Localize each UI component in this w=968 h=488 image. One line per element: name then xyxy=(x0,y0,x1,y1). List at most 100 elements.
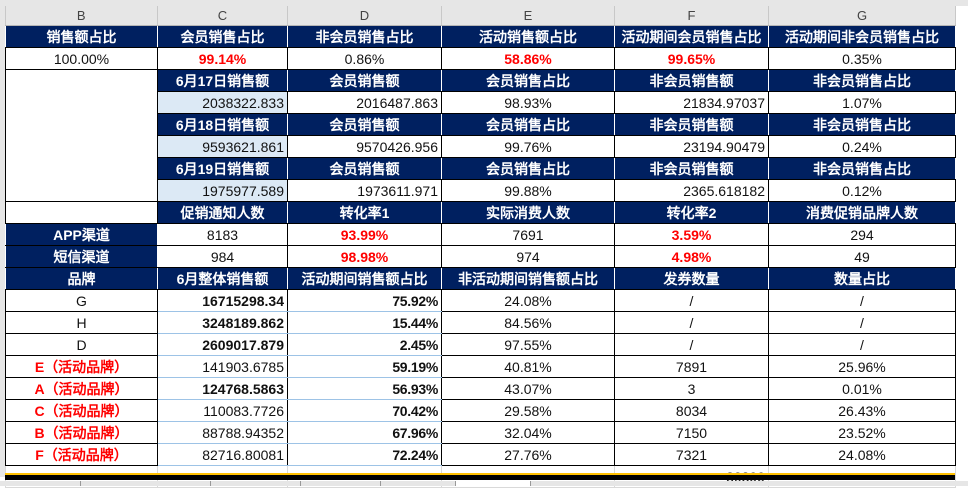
header-cell[interactable]: 非会员销售占比 xyxy=(287,25,442,48)
column-header[interactable]: E xyxy=(441,6,615,26)
brand-sales[interactable]: 3248189.862 xyxy=(157,311,288,334)
summary-value[interactable]: 99.65% xyxy=(614,47,769,70)
header-cell[interactable]: 非会员销售额 xyxy=(614,113,769,136)
brand-name[interactable]: C（活动品牌） xyxy=(5,399,158,422)
activity-pct[interactable]: 75.92% xyxy=(287,289,442,312)
channel-name[interactable]: 短信渠道 xyxy=(5,245,158,268)
header-cell[interactable]: 发券数量 xyxy=(614,267,769,290)
header-cell[interactable]: 数量占比 xyxy=(768,267,956,290)
header-cell[interactable]: 6月整体销售额 xyxy=(157,267,288,290)
activity-pct[interactable]: 59.19% xyxy=(287,355,442,378)
sheet-tab[interactable] xyxy=(210,481,301,486)
member-sales[interactable]: 1973611.971 xyxy=(287,179,442,202)
sheet-tab[interactable] xyxy=(300,481,381,486)
coupon-pct[interactable]: 23.52% xyxy=(768,421,956,444)
channel-value[interactable]: 974 xyxy=(441,245,615,268)
coupon-count[interactable]: 3 xyxy=(614,377,769,400)
column-header[interactable]: D xyxy=(287,6,442,26)
non-activity-pct[interactable]: 32.04% xyxy=(441,421,615,444)
brand-name[interactable]: G xyxy=(5,289,158,312)
brand-sales[interactable]: 124768.5863 xyxy=(157,377,288,400)
header-cell[interactable]: 促销通知人数 xyxy=(157,201,288,224)
brand-name[interactable]: F（活动品牌） xyxy=(5,443,158,466)
channel-value[interactable]: 984 xyxy=(157,245,288,268)
header-cell[interactable]: 消费促销品牌人数 xyxy=(768,201,956,224)
coupon-count[interactable]: 7321 xyxy=(614,443,769,466)
header-cell[interactable]: 实际消费人数 xyxy=(441,201,615,224)
header-cell[interactable]: 会员销售占比 xyxy=(441,157,615,180)
header-cell[interactable]: 非活动期间销售额占比 xyxy=(441,267,615,290)
sheet-tab-active[interactable] xyxy=(455,481,531,486)
channel-value[interactable]: 49 xyxy=(768,245,956,268)
activity-pct[interactable]: 15.44% xyxy=(287,311,442,334)
header-cell[interactable]: 会员销售占比 xyxy=(441,69,615,92)
activity-pct[interactable]: 56.93% xyxy=(287,377,442,400)
channel-value[interactable]: 8183 xyxy=(157,223,288,246)
brand-sales[interactable]: 2609017.879 xyxy=(157,333,288,356)
sheet-tab[interactable] xyxy=(530,481,596,486)
nonmember-sales[interactable]: 2365.618182 xyxy=(614,179,769,202)
date-sales-label[interactable]: 6月17日销售额 xyxy=(157,69,288,92)
date-sales-label[interactable]: 6月18日销售额 xyxy=(157,113,288,136)
member-pct[interactable]: 99.88% xyxy=(441,179,615,202)
daily-total[interactable]: 2038322.833 xyxy=(157,91,288,114)
channel-value[interactable]: 7691 xyxy=(441,223,615,246)
header-cell[interactable]: 活动期间会员销售占比 xyxy=(614,25,769,48)
header-cell[interactable]: 会员销售占比 xyxy=(441,113,615,136)
brand-sales[interactable]: 141903.6785 xyxy=(157,355,288,378)
channel-name[interactable]: APP渠道 xyxy=(5,223,158,246)
coupon-pct[interactable]: 24.08% xyxy=(768,443,956,466)
sheet-tab[interactable] xyxy=(80,481,211,486)
header-cell[interactable]: 会员销售占比 xyxy=(157,25,288,48)
member-sales[interactable]: 9570426.956 xyxy=(287,135,442,158)
daily-total[interactable]: 1975977.589 xyxy=(157,179,288,202)
activity-pct[interactable]: 70.42% xyxy=(287,399,442,422)
header-cell[interactable]: 非会员销售占比 xyxy=(768,157,956,180)
non-activity-pct[interactable]: 97.55% xyxy=(441,333,615,356)
column-header[interactable]: B xyxy=(5,6,158,26)
date-sales-label[interactable]: 6月19日销售额 xyxy=(157,157,288,180)
non-activity-pct[interactable]: 84.56% xyxy=(441,311,615,334)
summary-value[interactable]: 0.35% xyxy=(768,47,956,70)
header-cell[interactable]: 活动销售额占比 xyxy=(441,25,615,48)
brand-sales[interactable]: 88788.94352 xyxy=(157,421,288,444)
non-activity-pct[interactable]: 29.58% xyxy=(441,399,615,422)
non-activity-pct[interactable]: 24.08% xyxy=(441,289,615,312)
column-header[interactable]: C xyxy=(157,6,288,26)
brand-name[interactable]: E（活动品牌） xyxy=(5,355,158,378)
non-activity-pct[interactable]: 27.76% xyxy=(441,443,615,466)
brand-sales[interactable]: 110083.7726 xyxy=(157,399,288,422)
member-sales[interactable]: 2016487.863 xyxy=(287,91,442,114)
header-cell[interactable]: 会员销售额 xyxy=(287,113,442,136)
header-cell[interactable]: 非会员销售占比 xyxy=(768,69,956,92)
brand-sales[interactable]: 16715298.34 xyxy=(157,289,288,312)
sheet-tab[interactable] xyxy=(380,481,456,486)
coupon-pct[interactable]: 25.96% xyxy=(768,355,956,378)
non-activity-pct[interactable]: 43.07% xyxy=(441,377,615,400)
summary-value[interactable]: 58.86% xyxy=(441,47,615,70)
column-header[interactable]: G xyxy=(768,6,956,26)
header-cell[interactable]: 活动期间非会员销售占比 xyxy=(768,25,956,48)
coupon-pct[interactable]: 26.43% xyxy=(768,399,956,422)
brand-sales[interactable]: 82716.80081 xyxy=(157,443,288,466)
nonmember-pct[interactable]: 0.12% xyxy=(768,179,956,202)
activity-pct[interactable]: 67.96% xyxy=(287,421,442,444)
brand-name[interactable]: A（活动品牌） xyxy=(5,377,158,400)
header-cell[interactable]: 会员销售额 xyxy=(287,69,442,92)
member-pct[interactable]: 99.76% xyxy=(441,135,615,158)
member-pct[interactable]: 98.93% xyxy=(441,91,615,114)
coupon-count[interactable]: 8034 xyxy=(614,399,769,422)
activity-pct[interactable]: 2.45% xyxy=(287,333,442,356)
blank-cell[interactable] xyxy=(5,201,158,224)
header-cell[interactable]: 非会员销售额 xyxy=(614,157,769,180)
activity-pct[interactable]: 72.24% xyxy=(287,443,442,466)
coupon-count[interactable]: / xyxy=(614,333,769,356)
coupon-count[interactable]: 7891 xyxy=(614,355,769,378)
coupon-count[interactable]: 7150 xyxy=(614,421,769,444)
brand-name[interactable]: D xyxy=(5,333,158,356)
header-cell[interactable]: 活动期间销售额占比 xyxy=(287,267,442,290)
nonmember-pct[interactable]: 1.07% xyxy=(768,91,956,114)
summary-value[interactable]: 100.00% xyxy=(5,47,158,70)
header-cell[interactable]: 转化率1 xyxy=(287,201,442,224)
channel-value[interactable]: 294 xyxy=(768,223,956,246)
